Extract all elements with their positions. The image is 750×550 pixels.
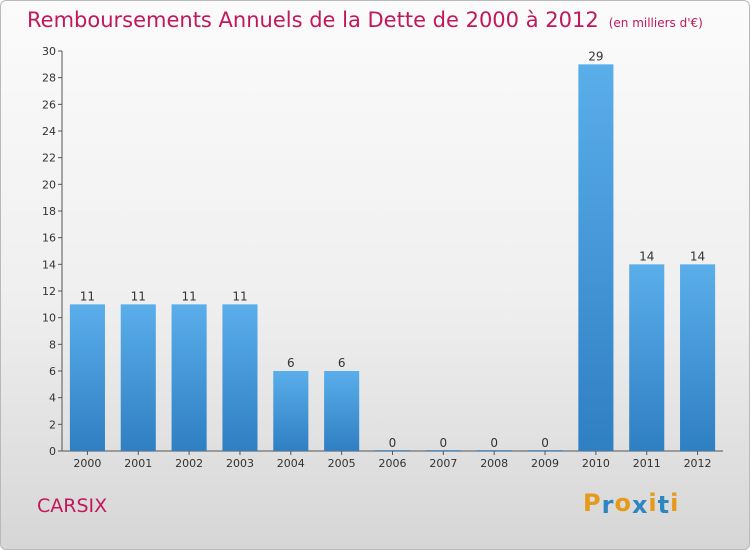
y-tick-label: 16 [42, 232, 56, 245]
x-tick-label: 2003 [226, 457, 254, 470]
bar [69, 304, 105, 451]
data-label: 6 [338, 356, 346, 370]
y-tick-label: 6 [49, 365, 56, 378]
y-tick-label: 2 [49, 418, 56, 431]
y-tick-label: 22 [42, 152, 56, 165]
data-label: 11 [80, 289, 95, 303]
y-tick-label: 28 [42, 72, 56, 85]
data-label: 0 [490, 436, 498, 450]
y-tick-label: 18 [42, 205, 56, 218]
x-tick-label: 2000 [73, 457, 101, 470]
bar [578, 64, 614, 452]
bar [680, 264, 716, 451]
x-tick-label: 2010 [582, 457, 610, 470]
logo-letter: P [583, 489, 602, 517]
x-tick-label: 2004 [277, 457, 305, 470]
data-label: 11 [232, 289, 247, 303]
x-tick-label: 2008 [480, 457, 508, 470]
x-tick-label: 2009 [531, 457, 559, 470]
data-label: 11 [131, 289, 146, 303]
y-tick-label: 0 [49, 445, 56, 458]
y-tick-label: 14 [42, 258, 56, 271]
x-tick-label: 2011 [633, 457, 661, 470]
bar [527, 450, 563, 451]
data-label: 0 [440, 436, 448, 450]
data-label: 0 [389, 436, 397, 450]
data-label: 0 [541, 436, 549, 450]
x-tick-label: 2012 [684, 457, 712, 470]
bar [222, 304, 258, 451]
chart-title: Remboursements Annuels de la Dette de 20… [27, 8, 703, 32]
y-tick-label: 30 [42, 45, 56, 58]
data-label: 6 [287, 356, 295, 370]
logo-letter: r [601, 491, 615, 519]
commune-name: CARSIX [37, 495, 108, 517]
proxiti-logo: Proxiti [583, 489, 680, 519]
logo-letter: i [670, 489, 680, 517]
x-tick-label: 2001 [124, 457, 152, 470]
bar [324, 371, 360, 451]
y-tick-label: 20 [42, 178, 56, 191]
y-tick-label: 12 [42, 285, 56, 298]
logo-letter: o [614, 489, 632, 517]
y-tick-label: 4 [49, 392, 56, 405]
logo-letter: t [657, 491, 671, 519]
data-label: 29 [588, 49, 603, 63]
x-tick-label: 2002 [175, 457, 203, 470]
bar [120, 304, 156, 451]
bar [476, 450, 512, 451]
logo-letter: i [648, 489, 658, 517]
data-label: 14 [639, 249, 654, 263]
chart-title-text: Remboursements Annuels de la Dette de 20… [27, 8, 599, 32]
data-label: 11 [181, 289, 196, 303]
x-tick-label: 2006 [379, 457, 407, 470]
y-tick-label: 24 [42, 125, 56, 138]
bars [69, 64, 716, 452]
data-label: 14 [690, 249, 705, 263]
logo-letter: x [631, 491, 649, 519]
bar [629, 264, 665, 451]
y-tick-label: 8 [49, 338, 56, 351]
bar [425, 450, 461, 451]
chart-unit: (en milliers d'€) [608, 16, 703, 30]
data-labels: 11 11 11 11 6 6 0 0 0 0 29 14 14 [80, 49, 705, 450]
x-tick-label: 2005 [328, 457, 356, 470]
bar [374, 450, 411, 451]
y-tick-label: 26 [42, 98, 56, 111]
x-tick-label: 2007 [429, 457, 457, 470]
bar [171, 304, 207, 451]
y-tick-label: 10 [42, 312, 56, 325]
bar [273, 371, 309, 451]
